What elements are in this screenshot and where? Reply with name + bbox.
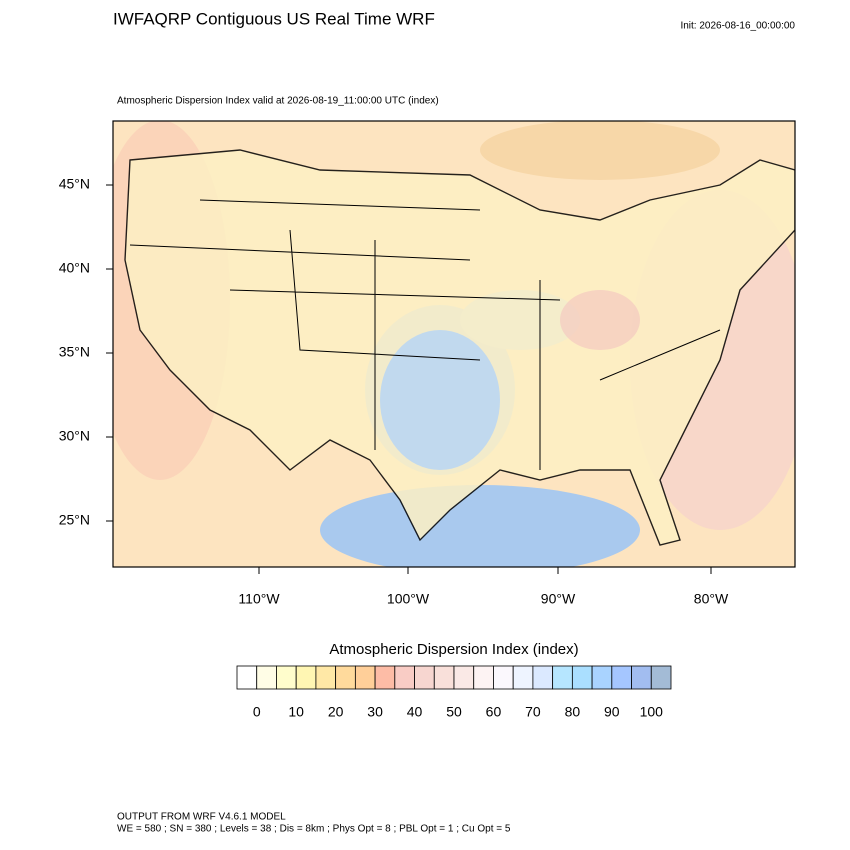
title: IWFAQRP Contiguous US Real Time WRF [113,9,435,28]
colorbar-label: 60 [486,704,502,720]
colorbar-label: 30 [367,704,383,720]
colorbar-box [354,665,376,690]
colorbar-label: 90 [604,704,620,720]
lat-label: 35°N [59,344,90,360]
colorbar-box [512,665,534,690]
colorbar-box [414,665,435,690]
colorbar-box [394,665,415,690]
colorbar-box [433,665,455,690]
colorbar-title: Atmospheric Dispersion Index (index) [329,641,578,658]
colorbar-box [453,665,475,690]
lon-label: 100°W [387,591,430,607]
colorbar-box [611,665,632,690]
colorbar-label: 50 [446,704,462,720]
colorbar-label: 20 [328,704,344,720]
gulf-field [320,485,640,567]
footer-line: OUTPUT FROM WRF V4.6.1 MODEL [117,812,286,823]
lon-label: 110°W [238,591,280,607]
footer-line: WE = 580 ; SN = 380 ; Levels = 38 ; Dis … [117,824,511,835]
colorbar-box [236,665,258,690]
colorbar-box [552,665,573,690]
init-time: Init: 2026-08-16_00:00:00 [680,21,795,32]
colorbar-label: 70 [525,704,541,720]
canada-field [480,121,720,180]
map [113,121,795,567]
lat-label: 25°N [59,512,90,528]
colorbar-box [276,665,297,690]
lat-label: 40°N [59,260,90,276]
colorbar-box [256,665,277,690]
state-borders [129,199,721,470]
subtitle: Atmospheric Dispersion Index valid at 20… [117,96,439,107]
colorbar-box [591,665,613,690]
colorbar-box [631,665,652,690]
colorbar-box [473,665,494,690]
colorbar-label: 10 [288,704,304,720]
colorbar-label: 40 [407,704,423,720]
map-frame [112,120,796,568]
lon-label: 80°W [694,591,729,607]
colorbar-label: 100 [640,704,664,720]
colorbar-box [532,665,554,690]
colorbar-box [374,665,396,690]
colorbar-box [493,665,514,690]
colorbar-box [650,665,672,690]
lon-label: 90°W [541,591,576,607]
ohio-field [560,290,640,350]
colorbar-box [335,665,356,690]
lat-label: 30°N [59,428,90,444]
colorbar-label: 80 [565,704,581,720]
colorbar-box [295,665,317,690]
colorbar-box [315,665,337,690]
texas-field [380,330,500,470]
lat-label: 45°N [59,176,90,192]
colorbar-box [571,665,593,690]
colorbar-label: 0 [253,704,261,720]
